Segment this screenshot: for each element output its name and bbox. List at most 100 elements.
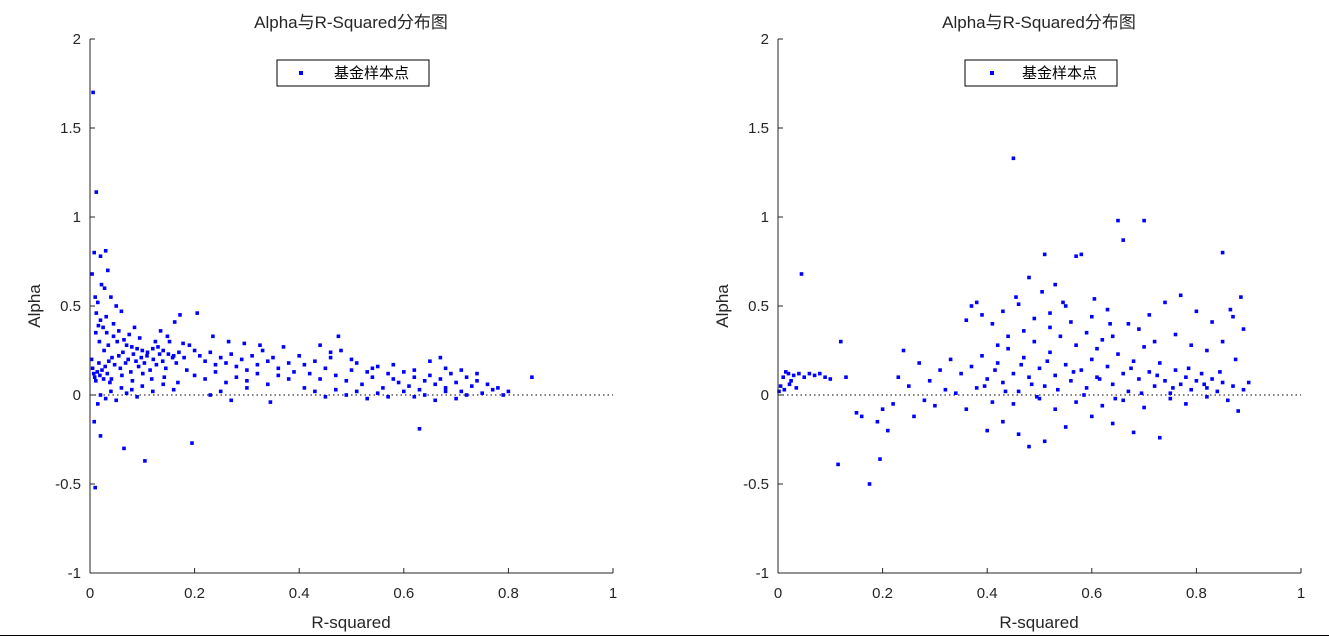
data-point [158,329,163,333]
data-point [145,350,150,355]
data-point [985,377,989,381]
data-point [995,361,1000,365]
data-point [802,375,806,379]
data-point [334,373,338,378]
data-point [162,375,167,379]
data-point [1105,364,1110,369]
data-point [192,348,197,353]
data-point [203,359,207,363]
data-point [1037,366,1042,371]
y-tick-label: -0.5 [55,476,81,493]
data-point [101,325,105,330]
data-point [292,370,296,374]
data-point [297,354,301,358]
data-point [139,355,144,360]
data-point [1006,334,1010,339]
data-point [1027,444,1031,449]
data-point [104,330,109,335]
data-point [171,387,176,392]
data-point [98,373,102,378]
data-point [334,387,338,392]
data-point [1092,297,1097,301]
data-point [1063,425,1068,429]
data-point [323,366,328,371]
data-point [433,382,437,387]
data-point [96,402,100,406]
data-point [260,348,265,353]
data-point [1105,307,1110,312]
data-point [1239,295,1243,299]
data-point [1142,405,1146,410]
data-point [170,355,175,360]
x-tick-label: 0.8 [498,585,519,602]
data-point [161,348,165,353]
data-point [1218,370,1222,374]
chart-left: 0 0.2 0.4 0.6 0.8 1 -1 -0.5 0 0.5 1 1.5 2 Alpha与R-S… [25,13,617,632]
data-point [969,364,974,369]
data-point [127,332,131,337]
data-point [428,359,432,363]
data-point [1220,380,1225,385]
data-point [276,373,281,378]
data-point [318,377,322,381]
data-point [239,357,244,362]
data-point [1202,382,1206,387]
data-point [1205,395,1209,399]
data-point [122,338,126,342]
data-point [1110,382,1115,387]
data-point [964,407,969,411]
data-point [115,339,119,344]
data-point [787,382,792,387]
data-point [459,368,464,372]
data-point [154,362,159,367]
points-right [777,156,1251,486]
data-point [1045,359,1050,363]
data-point [93,485,97,490]
data-point [407,384,411,388]
data-point [103,249,108,253]
data-point [101,377,106,381]
data-point [990,322,995,326]
data-point [181,341,185,346]
data-point [172,320,177,324]
data-point [1029,382,1034,387]
data-point [1142,218,1146,223]
data-point [271,355,275,360]
data-point [1116,352,1120,356]
data-point [103,396,108,401]
data-point [313,359,317,363]
data-point [995,343,1000,347]
data-point [1001,309,1005,314]
data-point [234,375,239,379]
x-ticks-right: 0 0.2 0.4 0.6 0.8 1 [774,568,1305,602]
data-point [506,389,511,394]
data-point [828,377,833,381]
plot-area-left [90,39,613,573]
data-point [1110,421,1115,426]
data-point [339,348,343,353]
data-point [982,384,987,388]
data-point [286,361,291,365]
data-point [107,359,111,363]
data-point [422,393,427,397]
data-point [142,361,147,365]
data-point [777,389,781,394]
data-point [96,300,100,305]
data-point [90,366,95,371]
data-point [98,434,103,438]
data-point [1063,304,1068,308]
data-point [195,311,199,315]
data-point [90,272,94,276]
data-point [1241,387,1246,392]
data-point [1178,293,1183,298]
data-point [1147,313,1152,317]
data-point [1042,439,1047,444]
data-point [302,386,307,390]
y-tick-label: 2 [73,31,81,48]
data-point [318,343,322,347]
data-point [443,389,448,394]
data-point [92,250,96,255]
data-point [328,350,333,355]
legend-label-left: 基金样本点 [334,65,409,82]
data-point [433,398,437,403]
